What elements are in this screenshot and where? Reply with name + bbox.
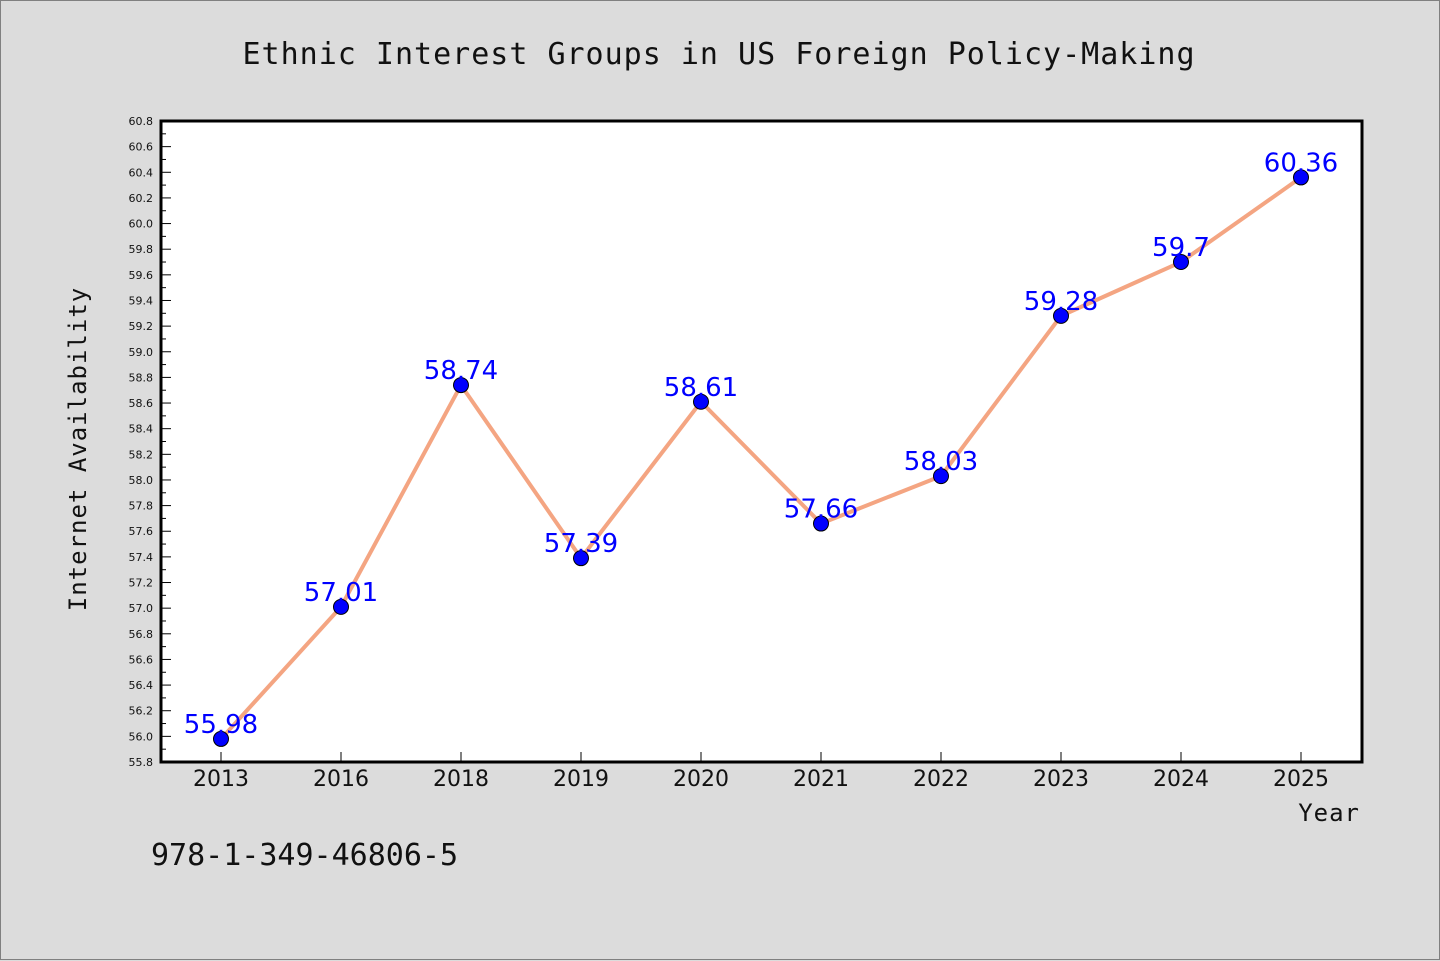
x-tick-label: 2018 — [433, 767, 489, 792]
x-tick-label: 2016 — [313, 767, 369, 792]
y-tick-label: 60.4 — [129, 166, 154, 179]
y-tick-label: 58.0 — [129, 474, 154, 487]
y-tick-label: 56.4 — [129, 679, 154, 692]
data-markers — [213, 169, 1309, 747]
x-tick-label: 2025 — [1273, 767, 1329, 792]
data-value-label: 57.01 — [304, 578, 378, 608]
isbn-text: 978-1-349-46806-5 — [151, 838, 458, 873]
x-axis-label: Year — [1298, 799, 1360, 827]
x-tick-label: 2013 — [193, 767, 249, 792]
data-point — [213, 730, 229, 747]
y-tick-label: 57.0 — [129, 602, 154, 615]
data-point — [333, 598, 349, 615]
y-tick-label: 58.8 — [129, 371, 154, 384]
data-value-label: 59.7 — [1152, 233, 1210, 263]
y-tick-label: 59.6 — [129, 269, 154, 282]
y-tick-label: 60.8 — [129, 115, 154, 128]
x-tick-label: 2022 — [913, 767, 969, 792]
y-tick-label: 55.8 — [129, 756, 154, 769]
y-axis-label: Internet Availability — [64, 287, 92, 611]
y-tick-label: 59.4 — [129, 294, 154, 307]
plot-area — [159, 119, 1364, 764]
y-tick-label: 60.0 — [129, 218, 154, 231]
y-tick-label: 57.6 — [129, 525, 154, 538]
y-tick-label: 60.2 — [129, 192, 154, 205]
data-point — [693, 393, 709, 410]
y-tick-label: 59.8 — [129, 243, 154, 256]
x-tick-label: 2019 — [553, 767, 609, 792]
y-tick-label: 60.6 — [129, 141, 154, 154]
x-tick-label: 2024 — [1153, 767, 1209, 792]
x-tick-label: 2023 — [1033, 767, 1089, 792]
y-tick-label: 57.4 — [129, 551, 154, 564]
x-tick-label: 2021 — [793, 767, 849, 792]
data-point — [1053, 307, 1069, 324]
series-line — [219, 175, 1303, 741]
data-value-label: 57.39 — [544, 529, 618, 559]
y-tick-label: 56.0 — [129, 730, 154, 743]
y-tick-label: 57.2 — [129, 577, 154, 590]
y-tick-label: 59.2 — [129, 320, 154, 333]
data-value-label: 58.03 — [904, 447, 978, 477]
y-tick-label: 58.4 — [129, 423, 154, 436]
y-tick-label: 56.6 — [129, 653, 154, 666]
y-tick-label: 56.2 — [129, 705, 154, 718]
y-tick-label: 58.2 — [129, 448, 154, 461]
data-value-label: 60.36 — [1264, 148, 1338, 178]
data-value-label: 58.74 — [424, 356, 498, 386]
data-value-label: 55.98 — [184, 710, 258, 740]
x-tick-label: 2020 — [673, 767, 729, 792]
y-tick-label: 59.0 — [129, 346, 154, 359]
data-labels: 55.98 57.01 58.74 57.39 58.61 57.66 58.03 59.28… — [184, 148, 1338, 740]
data-point — [933, 468, 949, 485]
y-tick-label: 57.8 — [129, 500, 154, 513]
data-value-label: 57.66 — [784, 495, 858, 525]
chart-title: Ethnic Interest Groups in US Foreign Pol… — [242, 37, 1195, 72]
data-point — [1173, 254, 1189, 271]
data-value-label: 59.28 — [1024, 287, 1098, 317]
y-tick-label: 58.6 — [129, 397, 154, 410]
y-tick-label: 56.8 — [129, 628, 154, 641]
y-axis: 55.8 56.0 56.2 56.4 56.6 56.8 57.0 57.2 57.4 57.6… — [129, 115, 171, 769]
data-value-label: 58.61 — [664, 373, 738, 403]
data-point — [573, 550, 589, 567]
data-point — [453, 377, 469, 394]
x-axis: 2013 2016 2018 2019 2020 2021 2022 2023 2024 2025 — [193, 752, 1329, 792]
data-point — [1293, 169, 1309, 186]
data-point — [813, 515, 829, 532]
